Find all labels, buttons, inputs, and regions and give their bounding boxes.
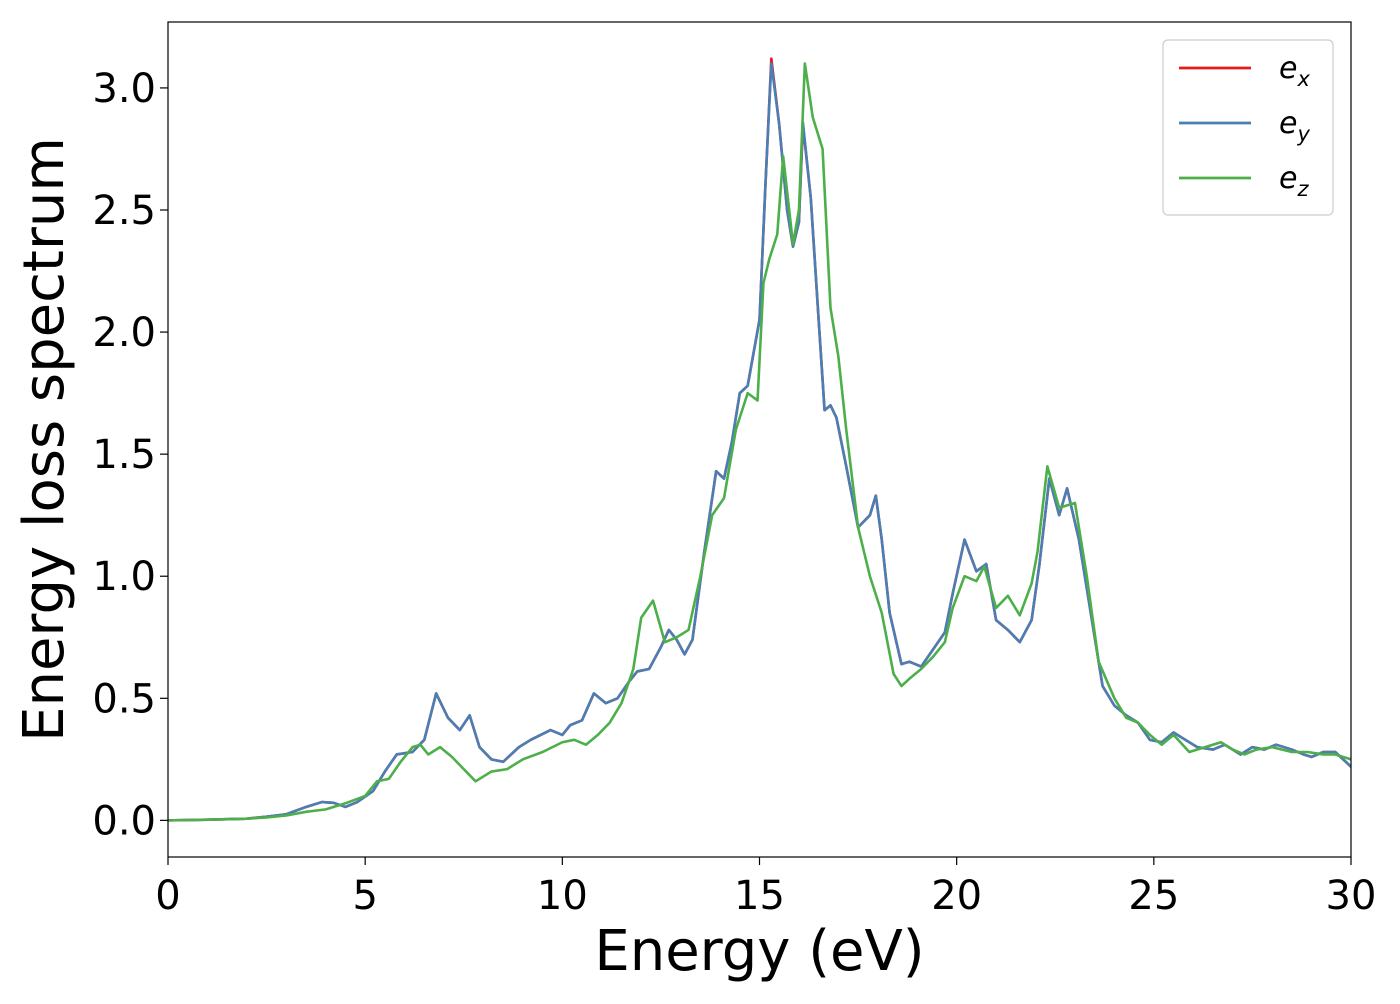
legend-box — [1162, 39, 1334, 216]
series-line-z — [168, 62, 1351, 822]
x-tick-label: 0 — [155, 873, 180, 919]
x-tick-label: 15 — [734, 873, 785, 919]
x-tick-label: 30 — [1326, 873, 1377, 919]
legend-label-subscript: z — [1296, 177, 1309, 201]
y-tick-label: 2.0 — [92, 310, 156, 356]
x-tick-label: 5 — [352, 873, 377, 919]
x-tick-label: 20 — [931, 873, 982, 919]
y-tick-label: 3.0 — [92, 66, 156, 112]
y-tick-label: 1.5 — [92, 432, 156, 478]
legend-label-z: ez — [1279, 161, 1309, 201]
legend-label-base: e — [1279, 161, 1297, 196]
x-axis-label: Energy (eV) — [594, 919, 924, 984]
legend-label-base: e — [1279, 106, 1297, 141]
legend-label-base: e — [1279, 51, 1297, 86]
y-tick-label: 0.0 — [92, 798, 156, 844]
series-layer — [168, 57, 1351, 822]
x-tick-label: 10 — [537, 873, 588, 919]
legend-label-x: ex — [1279, 51, 1310, 91]
legend-label-y: ey — [1279, 106, 1310, 146]
y-tick-label: 0.5 — [92, 676, 156, 722]
y-tick-label: 2.5 — [92, 188, 156, 234]
legend-label-subscript: x — [1296, 67, 1310, 91]
y-axis-label: Energy loss spectrum — [12, 137, 77, 742]
ticks-layer: 0 5 10 15 20 25 30 0.0 0.5 1.0 1.5 2.0 2.5 3.0 — [92, 66, 1376, 919]
x-tick-label: 25 — [1128, 873, 1179, 919]
y-tick-label: 1.0 — [92, 554, 156, 600]
legend-label-subscript: y — [1296, 122, 1310, 146]
